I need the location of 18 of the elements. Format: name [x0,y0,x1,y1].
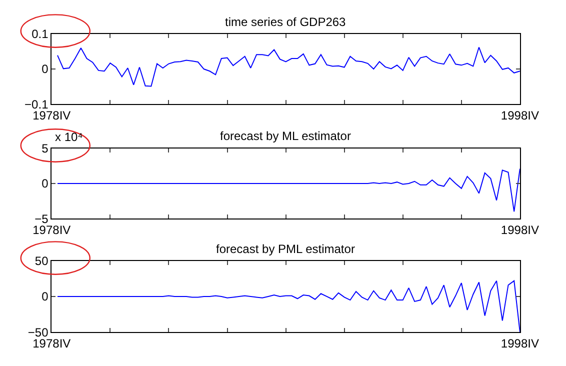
text: x 10⁴ [55,130,83,144]
y-tick-label: 0 [42,290,49,304]
x-tick-label: 1998IV [500,108,539,123]
y-tick-label: 0.1 [32,27,49,42]
chart-title: forecast by ML estimator [220,129,351,143]
x-tick-label: 1998IV [500,222,539,237]
x-tick-label: 1978IV [32,108,71,123]
y-tick-label: 0 [42,62,49,76]
y-tick-label: −0.1 [24,97,49,112]
x-tick-label: 1998IV [500,336,539,350]
line-series [57,46,520,87]
chart-title: forecast by PML estimator [216,242,355,256]
y-tick-label: 50 [34,254,49,268]
line-series [57,280,520,332]
y-tick-label: 5 [42,142,49,156]
line-series [57,168,520,212]
chart-title: time series of GDP263 [225,15,346,29]
y-tick-label: 0 [42,176,49,191]
